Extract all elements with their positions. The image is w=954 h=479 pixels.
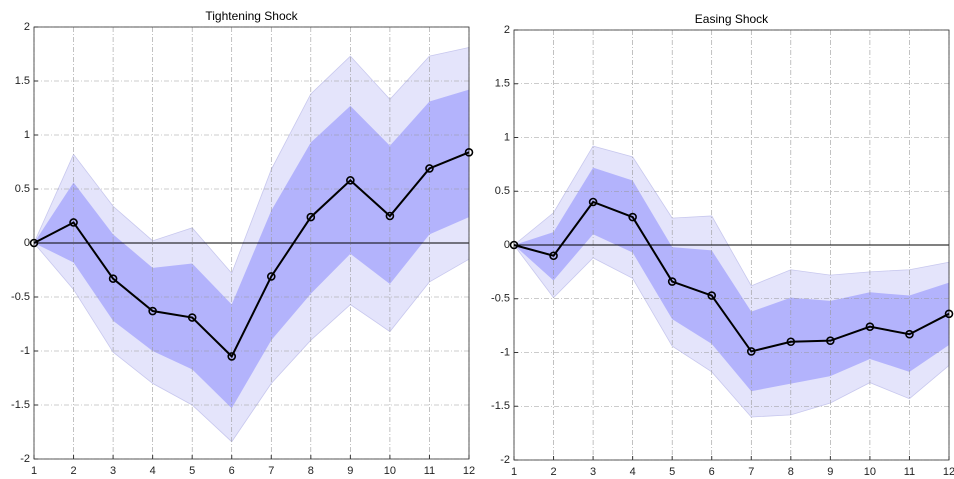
point-marker [944,309,954,319]
x-tick-label: 12 [463,465,475,477]
x-tick-label: 5 [189,465,195,477]
y-tick-label: 2 [504,24,510,36]
point-marker [306,212,316,222]
point-marker [69,218,78,227]
point-marker [266,272,276,281]
y-tick-label: -1 [20,345,30,357]
point-marker [29,238,39,248]
y-tick-label: -2 [20,453,30,465]
point-marker [786,337,796,347]
y-tick-label: -1.5 [491,400,510,412]
point-marker [707,291,717,300]
response-line [513,200,950,353]
point-marker [865,322,875,332]
chart-title: Tightening Shock [205,9,298,23]
y-tick-label: -0.5 [491,293,510,305]
x-tick-label: 5 [669,466,675,478]
point-marker [346,176,355,185]
x-tick-label: 1 [511,466,517,478]
x-tick-label: 8 [788,466,794,478]
point-marker [385,211,395,221]
point-marker [746,347,756,356]
x-tick-label: 8 [308,465,314,477]
chart-title: Easing Shock [695,12,769,26]
confidence-band [514,167,949,392]
y-tick-label: -0.5 [11,291,30,303]
point-marker [108,274,118,283]
point-marker [187,313,197,322]
x-tick-label: 6 [229,465,235,477]
y-tick-label: 0.5 [15,183,30,195]
point-marker [425,164,434,173]
point-marker [464,147,474,157]
point-marker [667,277,677,286]
y-tick-label: -1 [500,346,510,358]
y-tick-label: 1.5 [495,78,510,90]
x-tick-label: 2 [550,466,556,478]
point-marker [628,212,637,222]
point-marker [826,336,835,345]
y-tick-label: 1 [504,131,510,143]
y-tick-label: 2 [24,21,30,33]
confidence-band [34,89,469,409]
y-tick-label: -1.5 [11,399,30,411]
x-tick-label: 6 [709,466,715,478]
point-marker [549,251,558,261]
x-tick-label: 3 [590,466,596,478]
x-tick-label: 4 [150,465,156,477]
x-tick-label: 7 [748,466,754,478]
x-tick-label: 11 [904,466,915,478]
x-tick-label: 10 [864,466,876,478]
x-tick-label: 9 [347,465,353,477]
x-tick-label: 1 [31,465,37,477]
point-marker [905,329,914,339]
x-tick-label: 2 [70,465,76,477]
x-tick-label: 7 [268,465,274,477]
y-tick-label: 1 [24,129,30,141]
x-tick-label: 12 [943,466,954,478]
point-marker [148,306,157,316]
response-line [33,151,470,359]
point-marker [588,197,598,207]
x-tick-label: 11 [424,465,435,477]
point-marker [227,352,237,361]
x-tick-label: 9 [827,466,833,478]
y-tick-label: -2 [500,454,510,466]
y-tick-label: 0 [504,239,510,251]
y-tick-label: 0 [24,237,30,249]
point-marker [509,240,519,250]
x-tick-label: 3 [110,465,116,477]
x-tick-label: 10 [384,465,396,477]
y-tick-label: 0.5 [495,185,510,197]
y-tick-label: 1.5 [15,75,30,87]
x-tick-label: 4 [630,466,636,478]
